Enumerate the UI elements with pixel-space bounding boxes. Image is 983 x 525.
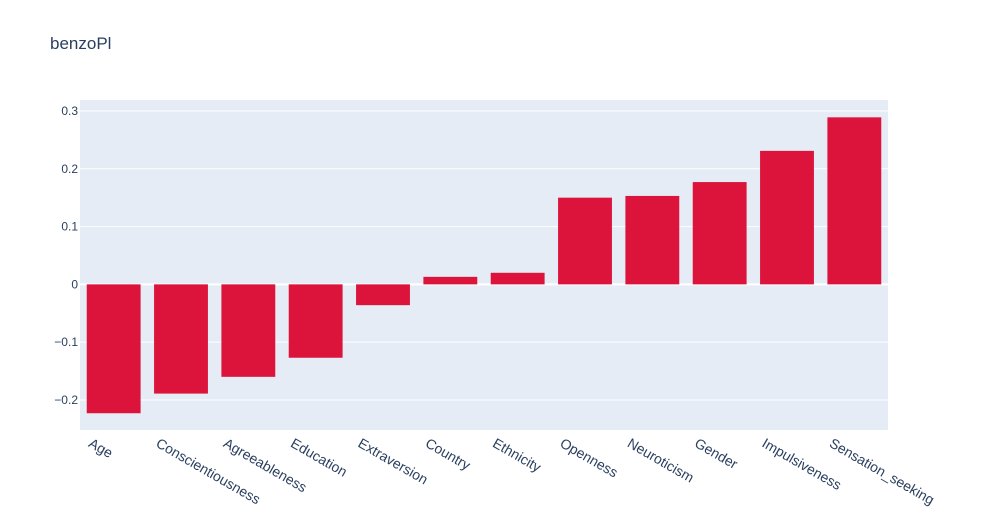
x-tick-label: Ethnicity <box>490 435 544 475</box>
bar[interactable] <box>86 284 141 414</box>
bar[interactable] <box>154 284 208 394</box>
plot-area <box>80 100 888 430</box>
x-axis-ticks: Age ConscientiousnessAgreeablenessEducati… <box>86 435 937 508</box>
x-tick-label: Gender <box>692 435 741 472</box>
bar[interactable] <box>760 150 814 285</box>
y-tick-label: 0.3 <box>61 104 78 118</box>
bar[interactable] <box>827 117 882 285</box>
y-tick-label: −0.1 <box>54 335 78 349</box>
y-tick-label: 0 <box>71 277 78 291</box>
bars <box>86 117 882 414</box>
x-tick-label: Neuroticism <box>625 435 697 486</box>
bar[interactable] <box>356 284 410 306</box>
x-tick-label: Openness <box>558 435 621 481</box>
x-tick-label: Extraversion <box>356 435 431 488</box>
chart-title: benzoPl <box>50 34 112 53</box>
y-tick-label: −0.2 <box>54 393 78 407</box>
bar[interactable] <box>625 195 680 285</box>
bar[interactable] <box>288 284 343 358</box>
y-tick-label: 0.2 <box>61 162 78 176</box>
y-tick-label: 0.1 <box>61 220 78 234</box>
x-tick-label: Country <box>423 435 473 473</box>
bar[interactable] <box>423 276 478 285</box>
bar[interactable] <box>221 284 276 377</box>
x-tick-label: Education <box>288 435 350 480</box>
bar[interactable] <box>558 197 612 285</box>
gridlines <box>80 110 888 401</box>
x-tick-label: Age <box>86 435 116 461</box>
x-tick-label: Sensation_seeking <box>827 435 937 508</box>
bar[interactable] <box>692 182 747 285</box>
y-axis-ticks: 0.3 0.2 0.1 0 −0.1 −0.2 <box>54 104 78 407</box>
bar[interactable] <box>490 272 545 285</box>
